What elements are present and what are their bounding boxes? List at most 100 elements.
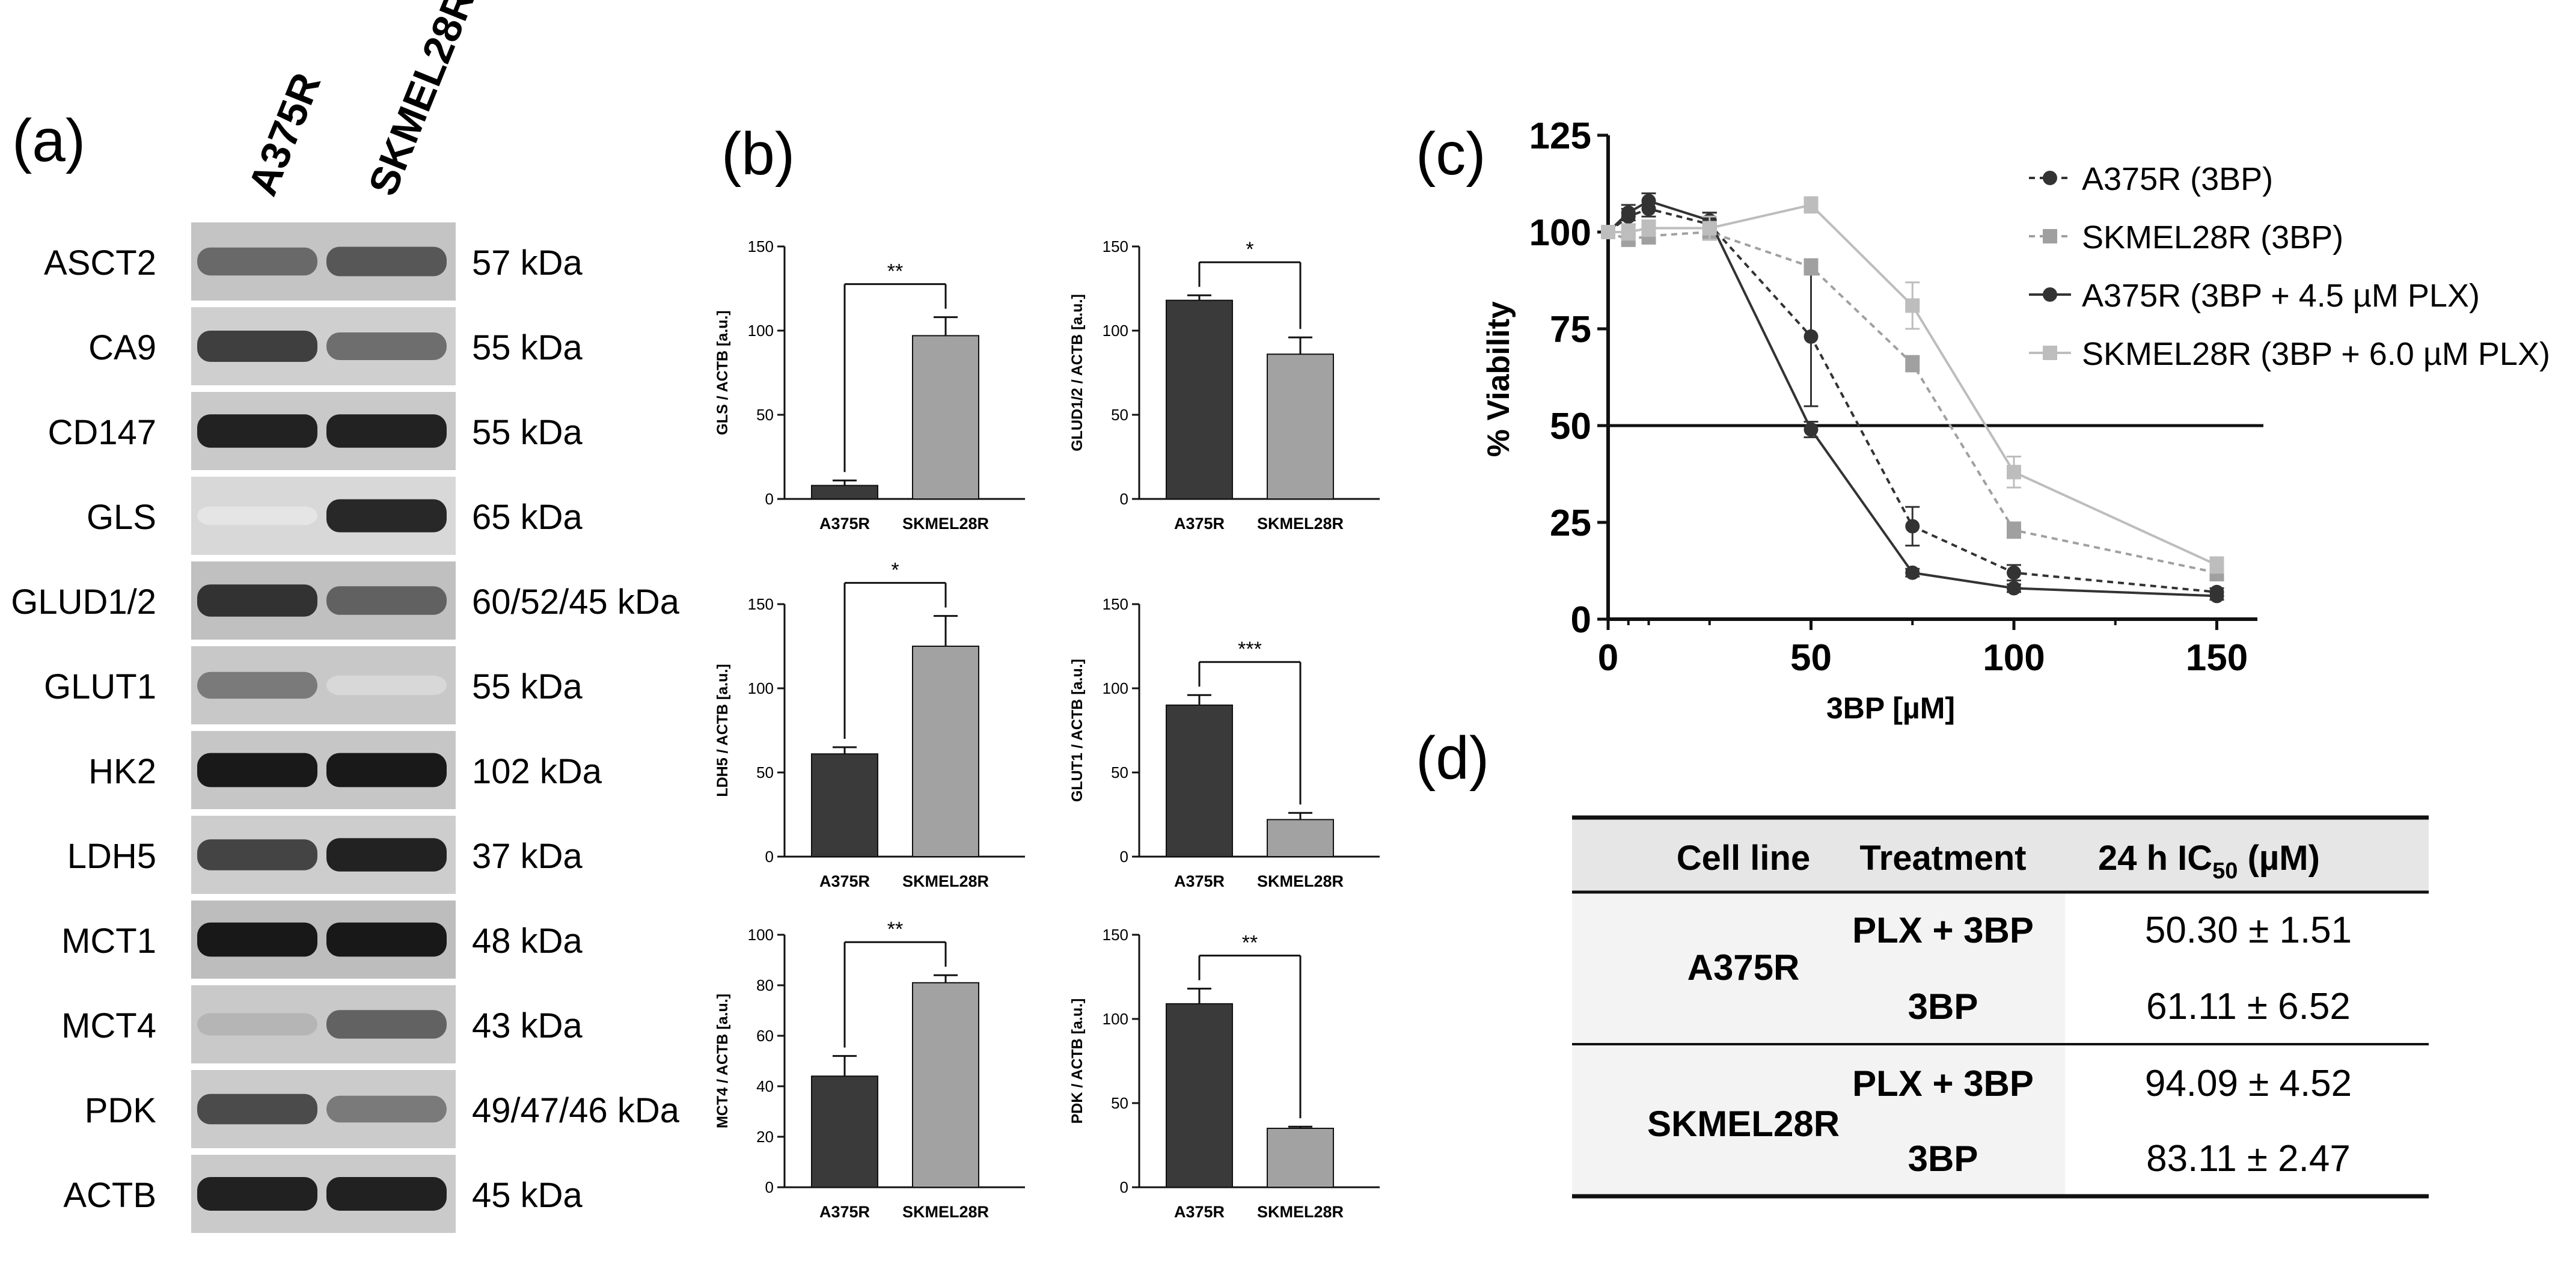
blot-band [197,1013,317,1036]
blot-band [197,839,317,870]
x-tick-label: A375R [1174,515,1225,533]
protein-label: HK2 [88,752,156,791]
y-tick-label: 150 [1103,595,1128,613]
y-tick-label: 50 [1111,763,1128,781]
y-tick-label: 75 [1550,309,1591,350]
data-point [1641,194,1656,209]
data-point [1804,197,1819,212]
cell-line-a375r: A375R [1687,947,1800,988]
kda-label: 43 kDa [472,1006,583,1045]
kda-label: 60/52/45 kDa [472,583,680,622]
blot-band [197,414,317,448]
kda-label: 55 kDa [472,328,583,367]
blot-band [197,331,317,362]
kda-label: 37 kDa [472,837,583,876]
kda-label: 55 kDa [472,413,583,452]
y-tick-label: 0 [1120,848,1128,866]
kda-label: 49/47/46 kDa [472,1091,680,1130]
y-tick-label: 100 [1103,679,1128,697]
x-tick-label: SKMEL28R [902,872,989,890]
blot-band [326,1177,447,1211]
legend-label: A375R (3BP + 4.5 µM PLX) [2082,278,2480,314]
treatment-cell: PLX + 3BP [1852,1063,2034,1104]
y-tick-label: 0 [1120,490,1128,508]
ic50-value: 50.30 ± 1.51 [2145,910,2352,951]
data-point [1621,205,1636,220]
western-blot-panel: A375R SKMEL28R ASCT2 57 kDa CA9 55 kDa CD147 55… [11,0,680,1233]
legend-marker [2043,229,2057,243]
y-tick-label: 150 [1103,926,1128,944]
header-ic50-suffix: (µM) [2238,839,2319,878]
y-tick-label: 100 [748,322,774,340]
protein-label: CD147 [47,413,156,452]
protein-label: CA9 [88,328,156,367]
blot-band [326,675,447,696]
kda-label: 57 kDa [472,243,583,283]
bar [811,1075,878,1188]
y-tick-label: 150 [1103,237,1128,255]
panel-label-b: (b) [721,120,795,188]
data-point [1905,565,1920,580]
y-axis-label: % Viability [1481,301,1516,457]
blot-band [197,1093,317,1125]
y-tick-label: 100 [1103,322,1128,340]
significance-marker: ** [887,918,903,941]
x-tick-label: A375R [1174,1203,1225,1221]
ic50-value: 94.09 ± 4.52 [2145,1063,2352,1104]
protein-label: GLUD1/2 [11,583,156,622]
legend-marker [2043,171,2057,185]
x-tick-label: A375R [1174,872,1225,890]
data-point [2209,589,2224,604]
y-axis-label: GLS / ACTB [a.u.] [714,310,731,435]
data-point [1804,259,1819,274]
data-point [1641,221,1656,236]
blot-band [197,506,317,525]
blot-band [326,1095,447,1123]
x-tick-label: A375R [819,515,870,533]
y-axis-label: GLUD1/2 / ACTB [a.u.] [1069,294,1086,451]
blot-band [326,1010,447,1039]
y-tick-label: 20 [756,1128,774,1146]
kda-label: 55 kDa [472,667,583,706]
data-point [1905,298,1920,313]
y-axis-label: PDK / ACTB [a.u.] [1069,998,1086,1124]
legend-marker [2043,346,2057,360]
blot-band [197,922,317,957]
y-tick-label: 40 [756,1077,774,1095]
y-tick-label: 100 [1529,212,1591,254]
data-point [1905,356,1920,371]
y-tick-label: 50 [756,406,774,424]
significance-marker: * [891,559,899,582]
y-tick-label: 0 [765,1178,774,1196]
y-tick-label: 50 [1550,406,1591,447]
x-tick-label: 50 [1790,637,1832,679]
significance-marker: *** [1238,638,1262,661]
x-tick-label: 150 [2186,637,2248,679]
significance-marker: ** [1242,932,1258,955]
bar [912,335,979,500]
y-axis-label: LDH5 / ACTB [a.u.] [714,664,731,797]
legend-marker [2043,287,2057,302]
protein-label: LDH5 [67,837,156,876]
bar-chart-panel: 0 50 100 150 A375R SKMEL28R ** GLS / ACTB [a.u.… [714,237,1380,1221]
y-axis-label: MCT4 / ACTB [a.u.] [714,994,731,1128]
y-tick-label: 80 [756,976,774,994]
panel-label-d: (d) [1416,724,1489,792]
y-tick-label: 0 [1120,1178,1128,1196]
data-point [1804,329,1819,344]
y-tick-label: 0 [765,848,774,866]
y-tick-label: 25 [1550,503,1591,544]
x-axis-label: 3BP [µM] [1826,691,1955,725]
bar [1166,705,1233,857]
y-tick-label: 0 [1571,599,1591,641]
protein-label: ACTB [63,1176,156,1215]
x-tick-label: 100 [1983,637,2045,679]
x-tick-label: A375R [819,872,870,890]
blot-band [326,332,447,360]
header-treatment: Treatment [1859,839,2026,878]
y-tick-label: 150 [748,595,774,613]
y-tick-label: 50 [1111,1094,1128,1112]
y-tick-label: 100 [748,679,774,697]
table-header-bg [1572,819,2429,892]
bar [1267,1128,1334,1188]
